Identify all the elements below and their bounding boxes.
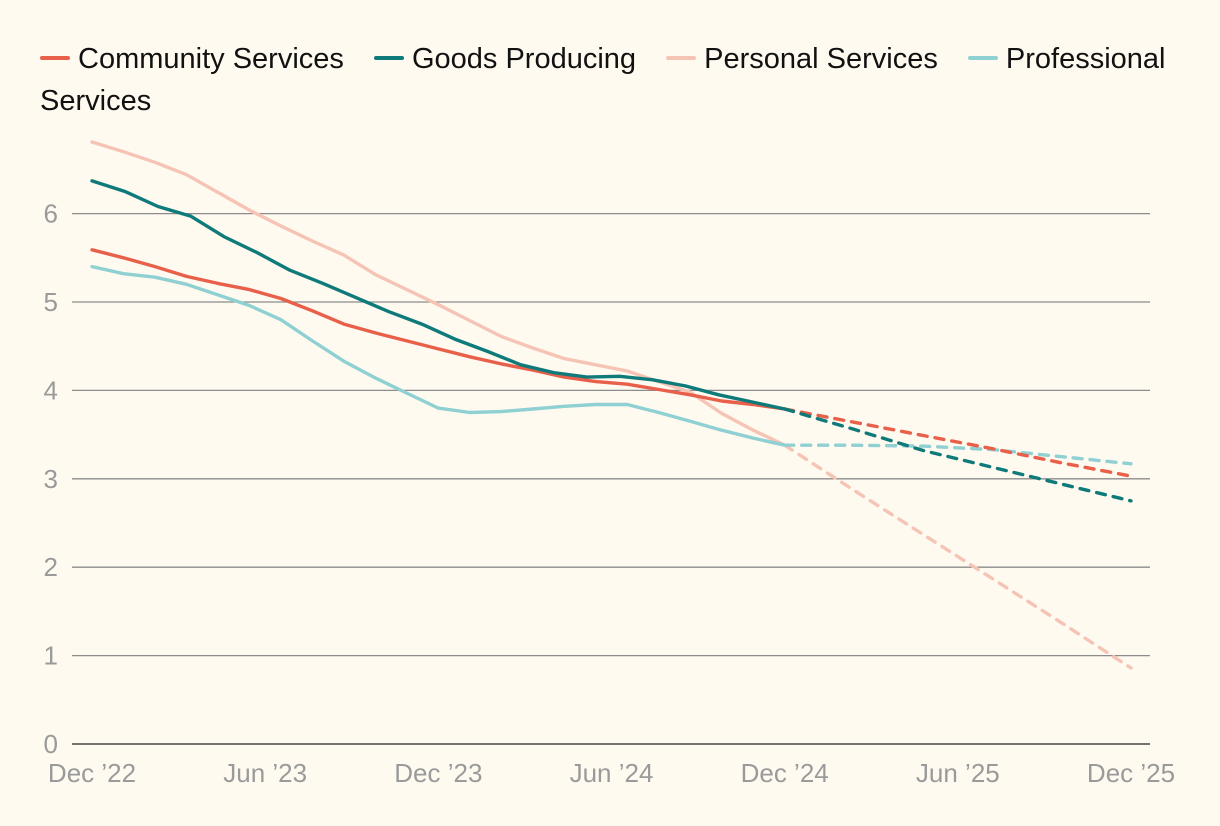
line-actual-personal-services	[90, 140, 787, 447]
legend-swatch-personal-services	[666, 56, 697, 61]
y-tick-label-4: 4	[44, 375, 58, 405]
line-forecast-goods-producing	[783, 407, 1133, 503]
legend-item-goods-producing[interactable]: Goods Producing	[373, 43, 637, 75]
line-forecast-community-services	[783, 407, 1133, 478]
y-tick-label-6: 6	[44, 199, 58, 229]
y-tick-label-3: 3	[44, 464, 58, 494]
legend-label-personal-services: Personal Services	[704, 43, 938, 75]
legend-label-goods-producing: Goods Producing	[411, 43, 637, 75]
y-tick-label-1: 1	[44, 641, 58, 671]
line-actual-professional-services	[90, 264, 787, 447]
legend-label-community-services: Community Services	[78, 43, 344, 75]
legend-label-professional-services: Professional Services	[40, 43, 1166, 117]
y-tick-label-0: 0	[44, 729, 58, 759]
x-tick-label-5: Jun ’25	[916, 758, 1000, 788]
legend: Community Services Goods Producing Perso…	[40, 38, 1200, 122]
legend-item-personal-services[interactable]: Personal Services	[666, 43, 938, 75]
legend-swatch-professional-services	[967, 56, 998, 61]
legend-item-professional-services[interactable]: Professional Services	[40, 43, 1166, 117]
legend-swatch-goods-producing	[373, 56, 404, 61]
x-tick-label-0: Dec ’22	[48, 758, 136, 788]
x-tick-label-6: Dec ’25	[1087, 758, 1175, 788]
legend-item-community-services[interactable]: Community Services	[40, 43, 344, 75]
line-actual-community-services	[90, 248, 787, 411]
y-tick-label-5: 5	[44, 287, 58, 317]
x-tick-label-3: Jun ’24	[570, 758, 654, 788]
y-tick-label-2: 2	[44, 552, 58, 582]
x-tick-label-2: Dec ’23	[394, 758, 482, 788]
line-actual-goods-producing	[90, 179, 787, 411]
x-tick-label-4: Dec ’24	[741, 758, 829, 788]
line-forecast-professional-services	[783, 443, 1133, 466]
legend-swatch-community-services	[40, 56, 70, 61]
line-forecast-personal-services	[783, 443, 1133, 670]
x-tick-label-1: Jun ’23	[223, 758, 307, 788]
